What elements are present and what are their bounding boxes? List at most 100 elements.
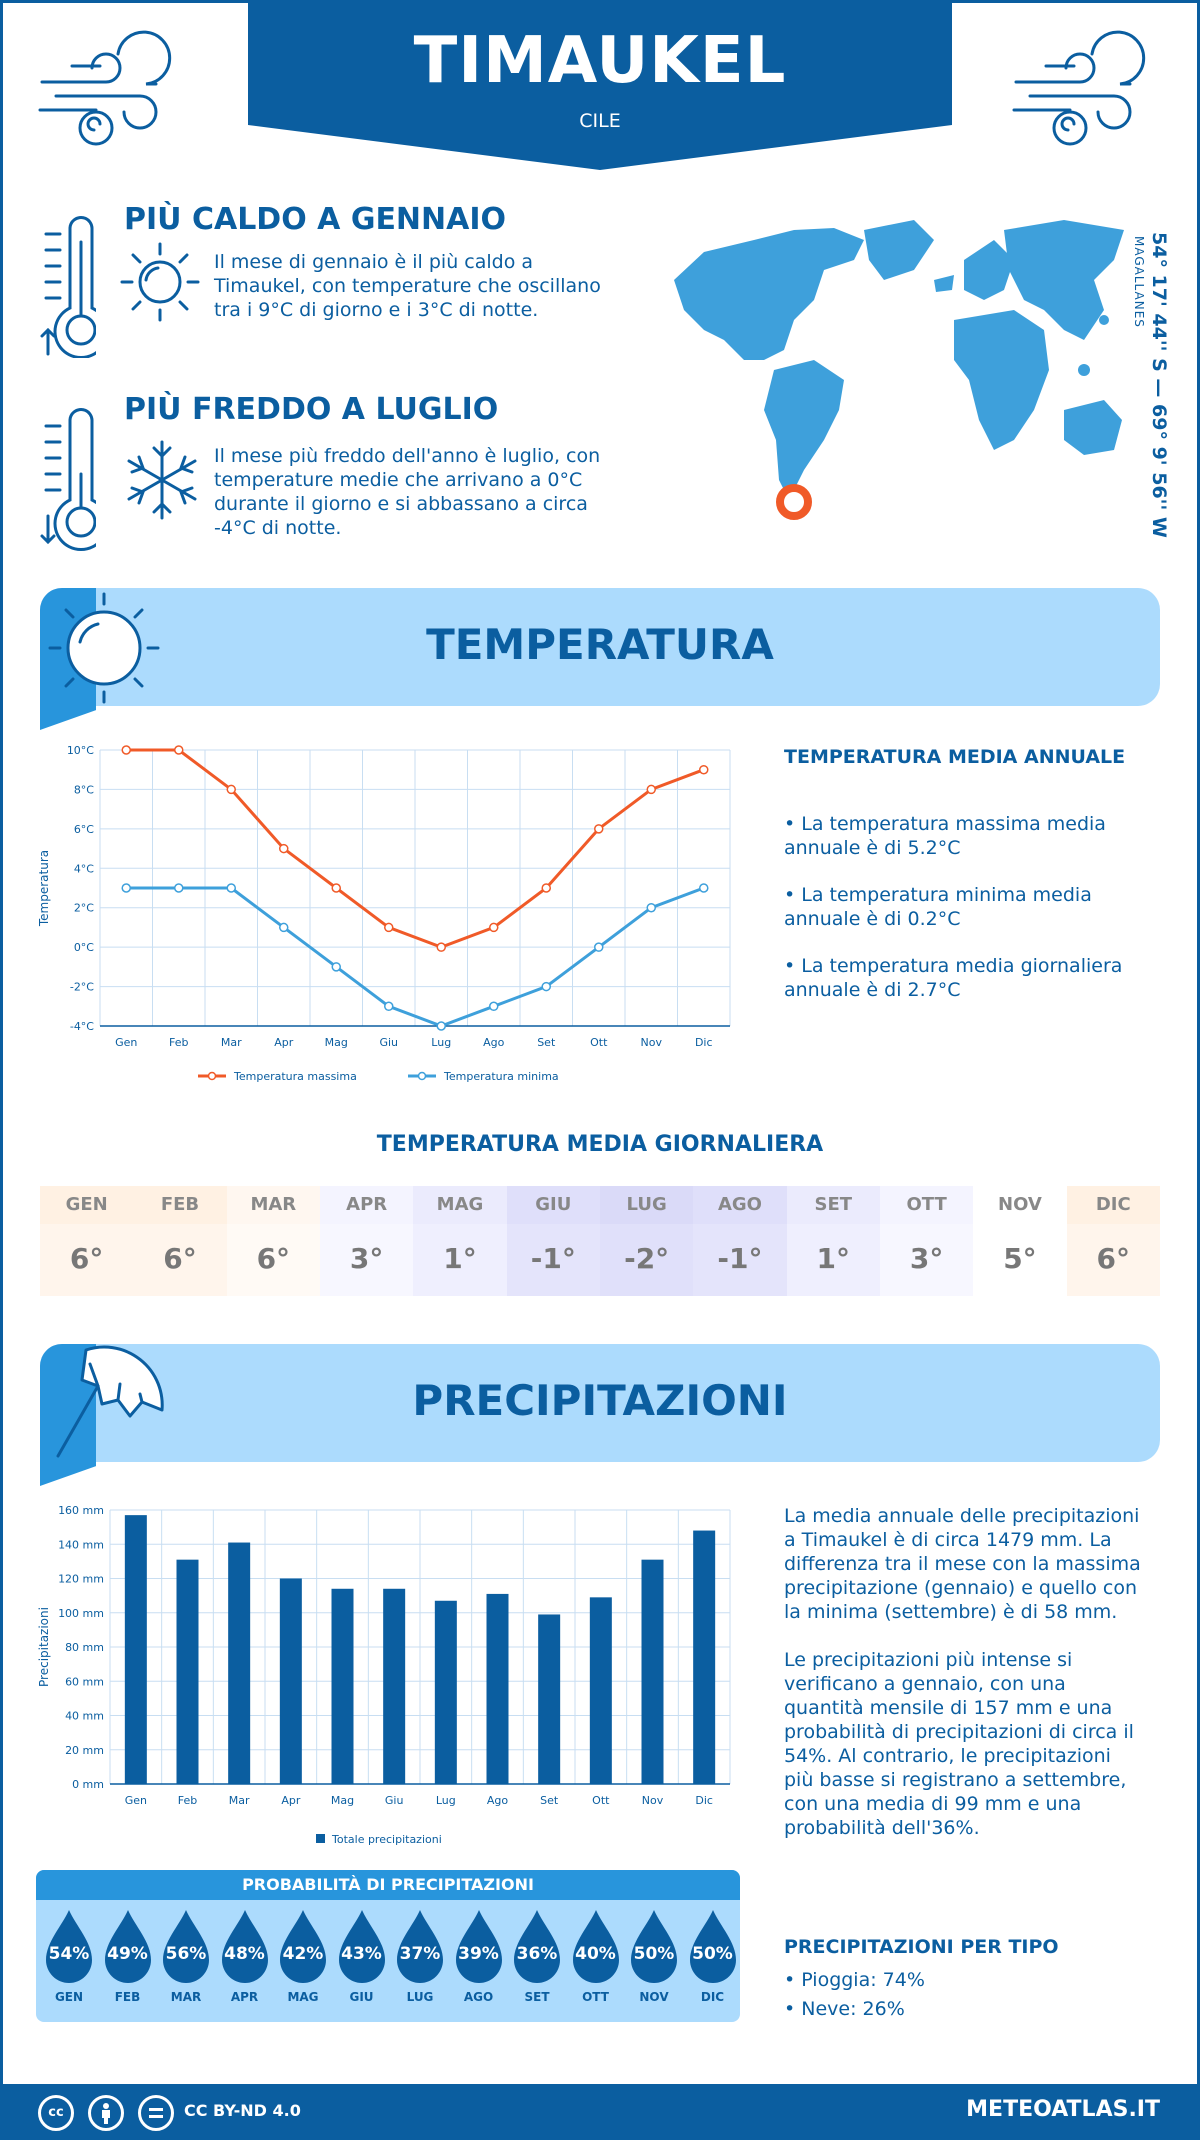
coldest-text: Il mese più freddo dell'anno è luglio, c… <box>214 445 601 539</box>
sun-large-icon <box>48 592 160 704</box>
temp-max-point <box>699 764 709 775</box>
drop-icon <box>221 1910 268 1983</box>
probability-month: DIC <box>700 1990 725 2004</box>
daily-value: 6° <box>40 1224 134 1296</box>
precip-ytick-label: 80 mm <box>65 1641 104 1654</box>
probability-month: GIU <box>349 1990 374 2004</box>
temp-max-point <box>646 784 656 795</box>
site-link[interactable]: METEOATLAS.IT <box>966 2097 1160 2122</box>
precip-bar <box>693 1530 716 1784</box>
legend-swatch <box>316 1834 325 1843</box>
probability-drop: 37% LUG <box>393 1908 447 2004</box>
temp-min-line <box>126 886 705 1028</box>
drop-shape <box>631 1910 677 1983</box>
daily-value: -1° <box>693 1224 787 1296</box>
daily-column: DIC 6° <box>1066 1186 1160 1296</box>
precip-xtick-label: Giu <box>385 1794 404 1807</box>
probability-month: APR <box>230 1990 259 2004</box>
temperature-side-title: TEMPERATURA MEDIA ANNUALE <box>784 746 1126 768</box>
temp-max-point <box>121 745 131 755</box>
temp-max-point <box>436 942 446 952</box>
probability-drop: 49% FEB <box>101 1908 155 2004</box>
daily-value: -2° <box>599 1224 694 1296</box>
precip-xtick-label: Gen <box>125 1794 147 1807</box>
temp-xtick-label: Ago <box>483 1036 505 1049</box>
precipitation-type-snow: • Neve: 26% <box>784 1998 905 2020</box>
precipitation-chart: 0 mm 20 mm 40 mm 60 mm 80 mm 100 mm 120 mm 140 … <box>37 1504 731 1846</box>
drop-shape <box>221 1910 268 1983</box>
thermometer-warm-icon <box>40 215 96 358</box>
precipitation-section-title: PRECIPITAZIONI <box>412 1376 788 1425</box>
precip-xtick-label: Ago <box>487 1794 509 1807</box>
temp-xtick-label: Ott <box>590 1036 608 1049</box>
daily-column: LUG -2° <box>599 1186 694 1296</box>
precip-xtick-label: Lug <box>436 1794 456 1807</box>
drop-icon <box>104 1910 151 1983</box>
legend-label: Temperatura minima <box>443 1070 559 1083</box>
temp-ytick-label: 8°C <box>74 783 94 796</box>
license-label: CC BY-ND 4.0 <box>184 2101 301 2120</box>
probability-value: 43% <box>341 1944 382 1964</box>
daily-column: SET 1° <box>786 1186 880 1296</box>
drop-shape <box>280 1910 326 1983</box>
temp-max-point <box>174 745 184 755</box>
drop-shape <box>572 1910 619 1983</box>
precip-bar <box>279 1578 302 1784</box>
precip-ytick-label: 20 mm <box>65 1744 104 1757</box>
daily-column: OTT 3° <box>879 1186 974 1296</box>
probability-drop: 48% APR <box>218 1908 272 2004</box>
daily-month-label: LUG <box>599 1186 694 1224</box>
temp-ytick-label: 10°C <box>67 744 94 757</box>
probability-drop: 50% NOV <box>627 1908 681 2004</box>
drop-icon <box>163 1910 209 1983</box>
probability-value: 40% <box>575 1944 616 1964</box>
temp-min-point <box>699 883 709 893</box>
precip-xtick-label: Dic <box>695 1794 713 1807</box>
precipitation-type-rain: • Pioggia: 74% <box>784 1969 925 1991</box>
precip-ytick-label: 60 mm <box>65 1675 104 1688</box>
drop-shape <box>689 1910 736 1983</box>
precip-bar <box>331 1588 354 1784</box>
temp-ytick-label: 4°C <box>74 862 94 875</box>
precip-ytick-label: 40 mm <box>65 1710 104 1723</box>
temperature-banner <box>40 588 1160 706</box>
probability-month: MAG <box>287 1990 319 2004</box>
temp-ytick-label: 0°C <box>74 941 94 954</box>
precipitation-banner <box>40 1344 1160 1462</box>
legend-label: Temperatura massima <box>233 1070 357 1083</box>
daily-month-label: MAR <box>226 1186 320 1224</box>
probability-drop: 50% DIC <box>686 1908 740 2004</box>
probability-value: 50% <box>633 1944 675 1964</box>
city-title: TIMAUKEL <box>413 24 787 98</box>
temperature-bullet-min: • La temperatura minima media annuale è … <box>784 884 1092 930</box>
drop-icon <box>280 1910 326 1983</box>
drop-icon <box>689 1910 736 1983</box>
temp-min-point <box>646 902 656 913</box>
temperature-bullet-mean: • La temperatura media giornaliera annua… <box>784 955 1123 1001</box>
daily-column: GIU -1° <box>506 1186 600 1296</box>
daily-value: 6° <box>1066 1224 1160 1296</box>
daily-month-label: GIU <box>506 1186 600 1224</box>
daily-month-label: GEN <box>40 1186 134 1224</box>
daily-temperature-table: GEN 6° FEB 6° MAR 6° APR 3° MAG 1° GIU -1° LUG -2° AGO… <box>40 1186 1160 1296</box>
equals-glyph <box>149 2108 163 2118</box>
probability-value: 49% <box>107 1944 148 1964</box>
daily-column: NOV 5° <box>973 1186 1067 1296</box>
daily-value: 6° <box>226 1224 320 1296</box>
temp-xtick-label: Mar <box>221 1036 242 1049</box>
probability-value: 42% <box>282 1944 324 1964</box>
precip-ytick-label: 100 mm <box>58 1607 104 1620</box>
person-glyph <box>102 2103 110 2124</box>
precip-xtick-label: Nov <box>642 1794 664 1807</box>
probability-drop: 36% SET <box>510 1908 564 2004</box>
probability-drop: 42% MAG <box>276 1908 330 2004</box>
temp-ytick-label: -4°C <box>70 1020 94 1033</box>
no-derivatives-icon <box>138 2095 174 2131</box>
precipitation-type-title: PRECIPITAZIONI PER TIPO <box>784 1936 1059 1958</box>
precip-xtick-label: Mar <box>229 1794 250 1807</box>
probability-month: NOV <box>639 1990 669 2004</box>
precip-bar <box>124 1515 147 1784</box>
umbrella-rain-icon <box>56 1345 164 1458</box>
temp-max-line <box>126 748 705 949</box>
daily-column: MAR 6° <box>226 1186 320 1296</box>
